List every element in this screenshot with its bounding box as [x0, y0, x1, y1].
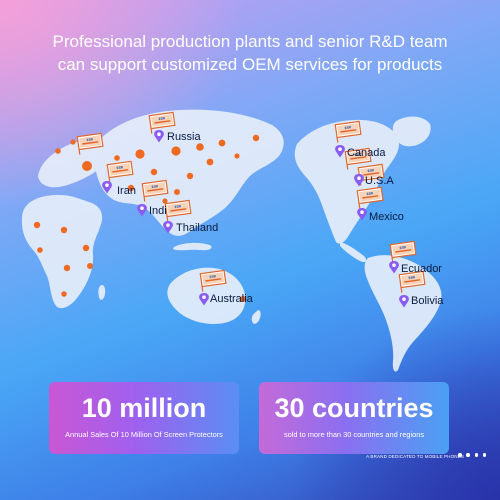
label-ecuador: Ecuador [401, 263, 442, 275]
continent-greenland [392, 116, 431, 147]
sales-dot [82, 161, 92, 171]
sales-dot [252, 134, 260, 142]
headline: Professional production plants and senio… [0, 30, 500, 76]
stat-value-countries: 30 countries [274, 393, 434, 423]
continent-europe [38, 141, 106, 188]
continent-madagascar [98, 284, 106, 300]
headline-line-2: can support customized OEM services for … [57, 55, 443, 74]
sales-dot [174, 189, 180, 195]
label-india: Indi [149, 205, 167, 217]
continent-asia [91, 109, 284, 236]
label-russia: Russia [167, 131, 202, 143]
label-mexico: Mexico [369, 211, 404, 223]
sales-dot [61, 291, 67, 297]
sales-dot [63, 264, 71, 272]
label-bolivia: Bolivia [411, 295, 444, 307]
footer-tagline: A BRAND DEDICATED TO MOBILE PHONES [366, 454, 464, 459]
sales-dot [234, 153, 240, 159]
sales-dot [60, 226, 68, 234]
sales-dot [171, 146, 181, 156]
label-australia: Australia [210, 293, 254, 305]
stat-card-sales: 10 million Annual Sales Of 10 Million Of… [49, 382, 239, 454]
label-thailand: Thailand [176, 222, 218, 234]
label-iran: Iran [117, 185, 136, 197]
sales-dot [114, 155, 120, 161]
dot [458, 453, 462, 457]
continent-central-america [340, 242, 367, 263]
stat-card-countries: 30 countries sold to more than 30 countr… [259, 382, 449, 454]
sales-dot [135, 149, 145, 159]
location-labels: Russia Iran Indi Thailand Australia Cana… [117, 131, 444, 307]
continent-africa [21, 194, 103, 309]
sales-dot [87, 263, 93, 269]
stat-caption-sales: Annual Sales Of 10 Million Of Screen Pro… [65, 430, 223, 439]
label-canada: Canada [347, 147, 386, 159]
sales-dot [33, 221, 41, 229]
more-dots-icon [458, 453, 492, 459]
headline-line-1: Professional production plants and senio… [52, 32, 448, 51]
sales-dot [82, 244, 90, 252]
sales-dot [206, 158, 214, 166]
continent-new-zealand [251, 310, 261, 324]
label-usa: U.S.A [365, 175, 394, 187]
sales-dot [196, 143, 204, 151]
sales-dot [37, 247, 43, 253]
sales-dot [186, 172, 194, 180]
sales-dot [55, 148, 61, 154]
stat-value-sales: 10 million [81, 393, 207, 423]
dot [482, 453, 487, 457]
continent-north-america [294, 119, 399, 244]
sales-dot [240, 296, 246, 302]
sales-dot [127, 184, 135, 192]
sales-dot [162, 198, 168, 204]
stat-caption-countries: sold to more than 30 countries and regio… [283, 430, 425, 439]
dot [466, 453, 470, 457]
sales-dot [70, 139, 76, 145]
sales-dot [150, 168, 158, 176]
sales-dot [218, 139, 226, 147]
dot [474, 453, 479, 457]
sales-markers [33, 134, 260, 302]
map-pin-icon [137, 204, 147, 217]
continent-indonesia [173, 242, 212, 251]
